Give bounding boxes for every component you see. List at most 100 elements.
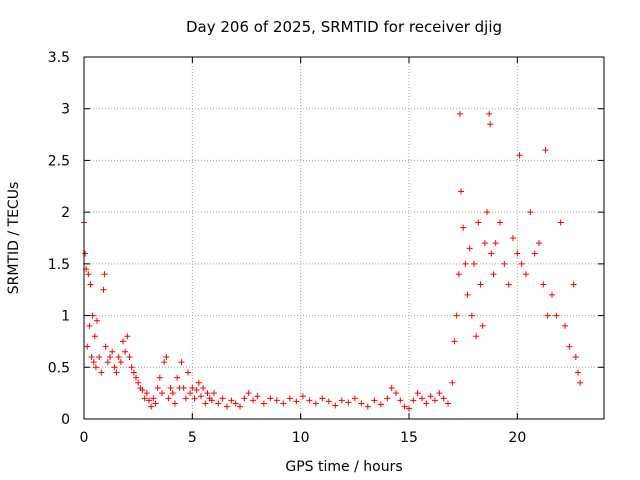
data-point	[475, 219, 482, 226]
data-points	[81, 110, 584, 412]
data-point	[384, 395, 391, 402]
data-point	[133, 374, 139, 381]
y-tick-label: 2.5	[48, 153, 70, 169]
data-point	[189, 384, 196, 391]
data-point	[96, 353, 103, 360]
data-point	[163, 353, 170, 360]
data-point	[479, 322, 486, 329]
data-point	[198, 393, 204, 400]
data-point	[167, 384, 174, 391]
data-point	[117, 359, 124, 366]
data-point	[445, 400, 451, 407]
x-tick-label: 15	[400, 430, 418, 446]
data-point	[88, 353, 95, 360]
data-point	[388, 384, 395, 391]
data-point	[224, 403, 230, 410]
data-point	[466, 245, 473, 252]
data-point	[219, 395, 226, 402]
data-point	[488, 250, 495, 257]
data-point	[345, 399, 352, 406]
data-point	[94, 317, 100, 324]
data-point	[148, 403, 155, 410]
data-point	[250, 397, 256, 404]
data-point	[536, 240, 542, 247]
data-point	[490, 271, 497, 278]
data-point	[410, 397, 417, 404]
data-point	[484, 209, 490, 216]
plot-frame	[83, 56, 605, 420]
data-point	[516, 152, 523, 159]
data-point	[204, 390, 211, 397]
y-tick-labels: 0 0.5 1 1.5 2 2.5 3 3.5	[48, 50, 70, 428]
data-point	[371, 397, 378, 404]
data-point	[458, 188, 464, 195]
data-point	[377, 401, 384, 408]
data-point	[432, 397, 438, 404]
data-point	[90, 359, 97, 366]
data-point	[481, 240, 488, 247]
data-point	[195, 379, 202, 386]
data-point	[453, 312, 460, 319]
data-point	[364, 403, 371, 410]
data-point	[505, 281, 512, 288]
data-point	[156, 374, 163, 381]
data-point	[575, 369, 581, 376]
y-tick-label: 3	[61, 102, 70, 118]
data-point	[419, 395, 425, 402]
y-tick-label: 2	[61, 205, 70, 221]
data-point	[562, 322, 568, 329]
data-point	[126, 353, 133, 360]
data-point	[180, 384, 187, 391]
data-point	[449, 379, 456, 386]
data-point	[440, 395, 447, 402]
data-point	[208, 397, 215, 404]
data-point	[549, 291, 555, 298]
data-point	[152, 400, 159, 407]
tick-marks	[83, 56, 604, 420]
x-tick-label: 0	[80, 430, 89, 446]
data-point	[464, 291, 471, 298]
data-point	[107, 353, 113, 360]
data-point	[401, 403, 408, 410]
data-point	[98, 369, 105, 376]
data-point	[241, 395, 248, 402]
y-axis-label: SRMTID / TECUs	[6, 182, 22, 295]
y-tick-label: 1.5	[48, 257, 70, 273]
data-point	[393, 390, 399, 397]
y-tick-label: 3.5	[48, 50, 70, 66]
data-point	[451, 338, 458, 345]
data-point	[245, 390, 252, 397]
y-tick-label: 0.5	[48, 360, 70, 376]
data-point	[351, 395, 358, 402]
data-point	[544, 312, 551, 319]
data-point	[178, 359, 185, 366]
data-point	[124, 333, 131, 340]
data-point	[237, 403, 243, 410]
data-point	[473, 333, 480, 340]
data-point	[101, 271, 108, 278]
data-point	[120, 338, 126, 345]
data-point	[299, 393, 306, 400]
data-point	[169, 390, 176, 397]
y-tick-label: 1	[61, 309, 70, 325]
data-point	[332, 402, 339, 409]
data-point	[185, 369, 191, 376]
data-point	[338, 397, 345, 404]
data-point	[497, 219, 503, 226]
data-point	[542, 147, 549, 154]
data-point	[89, 312, 96, 319]
data-point	[202, 400, 209, 407]
x-tick-label: 5	[188, 430, 197, 446]
data-point	[91, 333, 98, 340]
data-point	[150, 395, 157, 402]
data-point	[306, 397, 313, 404]
data-point	[86, 322, 93, 329]
data-point	[280, 400, 287, 407]
data-point	[130, 369, 137, 376]
data-point	[455, 271, 462, 278]
data-point	[510, 235, 516, 241]
data-point	[141, 395, 148, 402]
data-point	[102, 343, 109, 350]
data-point	[165, 395, 172, 402]
